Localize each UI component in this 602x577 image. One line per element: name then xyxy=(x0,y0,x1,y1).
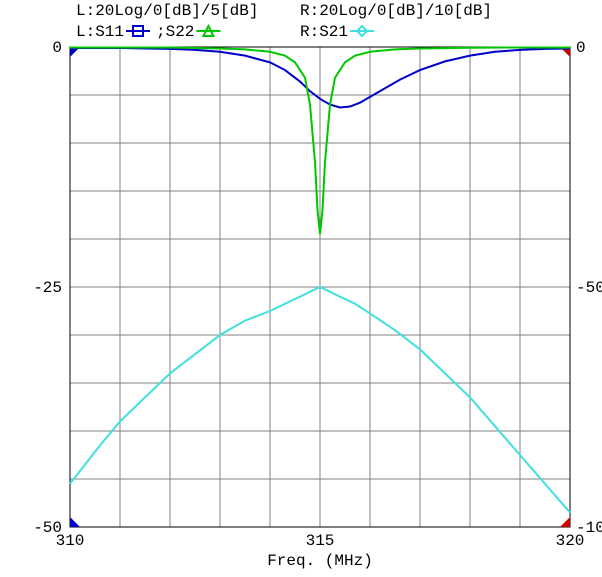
x-tick-label: 315 xyxy=(306,532,335,550)
legend-label-S21: S21 xyxy=(319,23,348,41)
y-left-tick-label: 0 xyxy=(52,39,62,57)
legend-label-S22: S22 xyxy=(166,23,195,41)
y-left-tick-label: -50 xyxy=(33,519,62,537)
legend-prefix-S22: ; xyxy=(156,23,166,41)
corner-marker-bottom-right xyxy=(560,517,570,527)
y-left-tick-label: -25 xyxy=(33,279,62,297)
y-right-tick-label: -100 xyxy=(576,519,602,537)
x-axis-label: Freq. (MHz) xyxy=(267,552,373,570)
corner-marker-bottom-left xyxy=(70,517,80,527)
y-right-tick-label: -50 xyxy=(576,279,602,297)
s-parameter-chart: L:20Log/0[dB]/5[dB] R:20Log/0[dB]/10[dB] L… xyxy=(0,0,602,577)
header-left: L:20Log/0[dB]/5[dB] xyxy=(76,2,258,20)
legend-prefix-S11: L: xyxy=(76,23,95,41)
legend-label-S11: S11 xyxy=(95,23,124,41)
header-right: R:20Log/0[dB]/10[dB] xyxy=(300,2,492,20)
legend-prefix-S21: R: xyxy=(300,23,319,41)
y-right-tick-label: 0 xyxy=(576,39,586,57)
